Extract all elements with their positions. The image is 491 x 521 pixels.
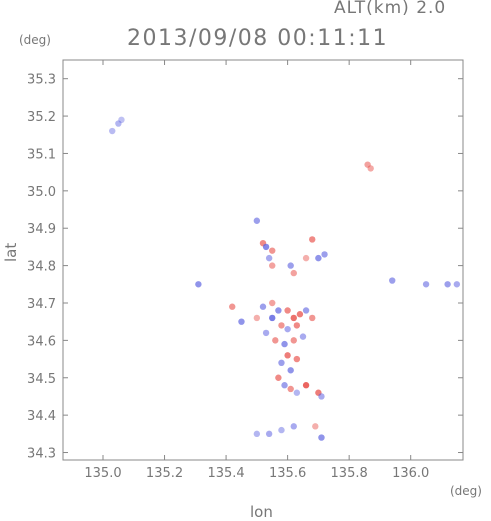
data-point [269, 262, 276, 269]
data-point [444, 281, 451, 288]
altitude-label: ALT(km) 2.0 [334, 0, 447, 18]
x-axis-label: lon [250, 503, 273, 521]
y-tick-label: 34.5 [27, 372, 56, 387]
y-tick-label: 34.4 [27, 409, 56, 424]
data-point [287, 385, 294, 393]
y-tick-label: 34.9 [27, 222, 56, 237]
data-point [275, 374, 282, 381]
data-point [290, 269, 297, 277]
x-tick-label: 135.0 [84, 466, 121, 481]
data-point [278, 322, 285, 329]
data-point [453, 281, 461, 288]
x-tick-label: 135.8 [331, 466, 368, 481]
data-point [253, 430, 261, 438]
data-point [287, 262, 294, 269]
data-point [281, 340, 288, 348]
data-point [269, 314, 276, 322]
plot-frame [62, 59, 464, 461]
data-points [109, 116, 461, 441]
data-point [318, 434, 325, 441]
data-point [309, 236, 316, 243]
data-point [321, 251, 328, 258]
data-point [195, 281, 202, 288]
x-axis-ticks: 135.0 135.2 135.4 135.6 135.8 136.0 [84, 60, 429, 481]
y-tick-label: 35.3 [27, 73, 56, 88]
data-point [253, 217, 261, 224]
data-point [312, 423, 319, 430]
data-point [229, 303, 236, 310]
data-point [265, 254, 273, 262]
y-axis-unit: (deg) [19, 33, 51, 47]
data-point [269, 299, 276, 307]
data-point [287, 367, 294, 374]
data-point [272, 337, 279, 344]
data-point [269, 247, 276, 254]
y-tick-label: 35.0 [27, 185, 56, 200]
data-point [118, 116, 125, 124]
y-tick-label: 34.7 [27, 297, 56, 312]
data-point [290, 314, 297, 322]
data-point [259, 303, 267, 310]
data-point [284, 325, 291, 333]
data-point [367, 165, 374, 172]
data-point [299, 333, 307, 340]
x-tick-label: 135.2 [146, 466, 183, 481]
x-tick-label: 136.0 [392, 466, 429, 481]
data-point [278, 359, 285, 367]
data-point [290, 423, 297, 430]
y-axis-ticks: 34.3 34.4 34.5 34.6 34.7 34.8 34.9 35.0 35.1 35.2… [27, 73, 463, 462]
y-tick-label: 34.8 [27, 260, 56, 275]
data-point [315, 254, 322, 262]
data-point [262, 329, 270, 337]
x-tick-label: 135.6 [269, 466, 306, 481]
data-point [293, 322, 301, 329]
data-point [422, 281, 430, 288]
data-point [238, 318, 245, 325]
data-point [262, 243, 270, 251]
data-point [318, 393, 325, 400]
chart-title: 2013/09/08 00:11:11 [127, 26, 389, 51]
data-point [284, 352, 291, 359]
data-point [293, 389, 301, 396]
data-point [296, 311, 304, 318]
data-point [109, 127, 116, 135]
data-point [281, 382, 288, 389]
data-point [302, 254, 310, 262]
data-point [275, 307, 282, 314]
y-tick-label: 34.3 [27, 447, 56, 462]
x-axis-unit: (deg) [450, 484, 482, 498]
data-point [302, 307, 310, 314]
y-tick-label: 34.6 [27, 334, 56, 349]
data-point [115, 120, 122, 127]
data-point [284, 307, 291, 314]
y-tick-label: 35.1 [27, 147, 56, 162]
data-point [278, 426, 285, 434]
data-point [302, 382, 310, 389]
data-point [309, 314, 316, 322]
data-point [389, 277, 396, 284]
y-tick-label: 35.2 [27, 110, 56, 125]
data-point [364, 161, 371, 168]
x-tick-label: 135.4 [207, 466, 244, 481]
data-point [293, 355, 301, 363]
data-point [265, 430, 273, 438]
data-point [290, 337, 297, 344]
data-point [253, 314, 261, 322]
